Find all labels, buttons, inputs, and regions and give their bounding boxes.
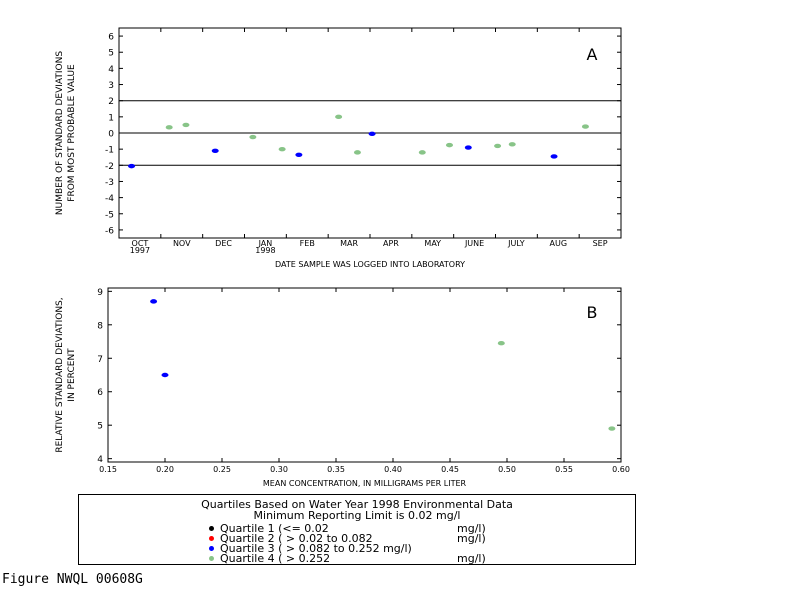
panel-a-ytick-label: -1 (105, 146, 114, 156)
legend-unit-quartile-2: mg/l) (457, 532, 486, 545)
panel-a-ytick-label: 3 (108, 81, 114, 91)
panel-b-xtick-label: 0.20 (156, 465, 174, 474)
panel-a-ylabel-line: FROM MOST PROBABLE VALUE (67, 64, 77, 202)
panel-b-ytick-label: 6 (97, 388, 103, 398)
panel-b-xtick-label: 0.15 (99, 465, 117, 474)
panel-a-point-quartile-3 (211, 148, 219, 153)
panel-a-month-label: NOV (173, 239, 191, 248)
legend-label-quartile-4: Quartile 4 ( > 0.252 (220, 552, 331, 565)
panel-b-xtick-label: 0.35 (327, 465, 345, 474)
legend: Quartiles Based on Water Year 1998 Envir… (78, 494, 636, 565)
panel-b-xtick-label: 0.25 (213, 465, 231, 474)
legend-label-quartile-3: Quartile 3 ( > 0.082 to 0.252 mg/l) (220, 542, 412, 555)
panel-b-ytick-label: 4 (97, 455, 103, 465)
panel-a-point-quartile-4 (353, 150, 361, 155)
panel-b-label: B (587, 303, 598, 322)
panel-a-point-quartile-3 (550, 154, 558, 159)
panel-a-ytick-label: 2 (108, 97, 114, 107)
panel-a-point-quartile-4 (508, 142, 516, 147)
panel-a-ytick-label: 4 (108, 65, 114, 75)
panel-b-xlabel: MEAN CONCENTRATION, IN MILLIGRAMS PER LI… (263, 479, 467, 488)
panel-a-point-quartile-4 (581, 124, 589, 129)
panel-b-ylabel: RELATIVE STANDARD DEVIATIONS, IN PERCENT (55, 297, 77, 452)
panel-b-xtick-label: 0.30 (270, 465, 288, 474)
panel-b-frame (107, 287, 622, 463)
legend-entry-quartile-3: Quartile 3 ( > 0.082 to 0.252 mg/l) (209, 543, 412, 554)
panel-a-month-label: FEB (300, 239, 315, 248)
panel-a-point-quartile-4 (182, 122, 190, 128)
legend-marker-quartile-4 (209, 556, 214, 561)
legend-entry-quartile-4: Quartile 4 ( > 0.252 mg/l) (209, 553, 486, 564)
panel-b-ytick-label: 9 (97, 288, 103, 298)
panel-a-point-quartile-3 (128, 163, 136, 169)
panel-a-ytick-label: 1 (108, 113, 114, 123)
panel-b-xtick-label: 0.55 (555, 465, 573, 474)
panel-b-ytick-label: 5 (97, 422, 103, 432)
panel-b-point-quartile-3 (161, 372, 169, 378)
panel-b-ylabel-line: RELATIVE STANDARD DEVIATIONS, (55, 297, 65, 452)
panel-b-ytick-label: 7 (97, 355, 103, 365)
panel-b-xtick-label: 0.50 (498, 465, 516, 474)
panel-a-month-label: JULY (507, 239, 525, 248)
legend-marker-quartile-3 (209, 546, 214, 551)
legend-label-quartile-1: Quartile 1 (<= 0.02 (220, 522, 329, 535)
panel-b-point-quartile-3 (150, 299, 158, 304)
panel-a-ylabel: NUMBER OF STANDARD DEVIATIONS FROM MOST P… (55, 51, 77, 215)
panel-a-ytick-label: -2 (105, 162, 114, 172)
panel-b-point-quartile-4 (608, 426, 616, 431)
legend-label-quartile-2: Quartile 2 ( > 0.02 to 0.082 (220, 532, 373, 545)
panel-a-point-quartile-4 (249, 134, 257, 140)
panel-a-point-quartile-3 (368, 131, 376, 137)
panel-b-point-quartile-4 (497, 341, 505, 346)
panel-a-ytick-label: 5 (108, 49, 114, 59)
panel-a-month-label: AUG (549, 239, 567, 248)
panel-a-point-quartile-4 (418, 150, 426, 155)
legend-subtitle: Minimum Reporting Limit is 0.02 mg/l (253, 509, 461, 522)
panel-a-point-quartile-4 (494, 143, 502, 149)
panel-a-xlabel: DATE SAMPLE WAS LOGGED INTO LABORATORY (275, 260, 465, 269)
panel-a-point-quartile-3 (464, 145, 472, 150)
panel-a-point-quartile-4 (445, 142, 453, 148)
figure-id: Figure NWQL 00608G (2, 572, 143, 587)
panel-a-month-label: SEP (593, 239, 608, 248)
legend-title: Quartiles Based on Water Year 1998 Envir… (201, 498, 513, 511)
panel-b-xtick-label: 0.45 (441, 465, 459, 474)
panel-a-ytick-label: 0 (108, 130, 114, 140)
panel-a-month-label: DEC (215, 239, 232, 248)
legend-unit-quartile-4: mg/l) (457, 552, 486, 565)
panel-a-year-label: 1998 (255, 246, 275, 255)
panel-a-point-quartile-3 (295, 152, 303, 158)
panel-a-ytick-label: -5 (105, 210, 114, 220)
legend-entries: Quartile 1 (<= 0.02 mg/l) Quartile 2 ( >… (209, 523, 486, 564)
panel-a-month-label: APR (383, 239, 399, 248)
panel-a-point-quartile-4 (335, 114, 343, 120)
panel-a-label: A (587, 45, 598, 64)
legend-unit-quartile-1: mg/l) (457, 522, 486, 535)
panel-a-ytick-label: -4 (105, 194, 114, 204)
panel-a-month-label: OCT (132, 239, 149, 248)
panel-a-month-label: MAR (340, 239, 358, 248)
legend-entry-quartile-1: Quartile 1 (<= 0.02 mg/l) (209, 523, 486, 534)
legend-entry-quartile-2: Quartile 2 ( > 0.02 to 0.082 mg/l) (209, 533, 486, 544)
panel-a-month-label: JUNE (464, 239, 484, 248)
legend-marker-quartile-2 (209, 536, 214, 541)
panel-a-ytick-label: 6 (108, 33, 114, 43)
panel-a-ylabel-line: NUMBER OF STANDARD DEVIATIONS (55, 51, 65, 215)
panel-b-ytick-label: 8 (97, 321, 103, 331)
legend-marker-quartile-1 (209, 526, 214, 531)
panel-a-month-label: JAN (258, 239, 273, 248)
panel-b-ylabel-line: IN PERCENT (67, 348, 77, 402)
panel-a-month-label: MAY (424, 239, 441, 248)
panel-a-point-quartile-4 (278, 146, 286, 152)
panel-b-xtick-label: 0.40 (384, 465, 402, 474)
panel-a-ytick-label: -6 (105, 226, 114, 236)
panel-a-point-quartile-4 (165, 125, 173, 130)
panel-a-ytick-label: -3 (105, 178, 114, 188)
panel-a-year-label: 1997 (130, 246, 150, 255)
panel-b-xtick-label: 0.60 (612, 465, 630, 474)
